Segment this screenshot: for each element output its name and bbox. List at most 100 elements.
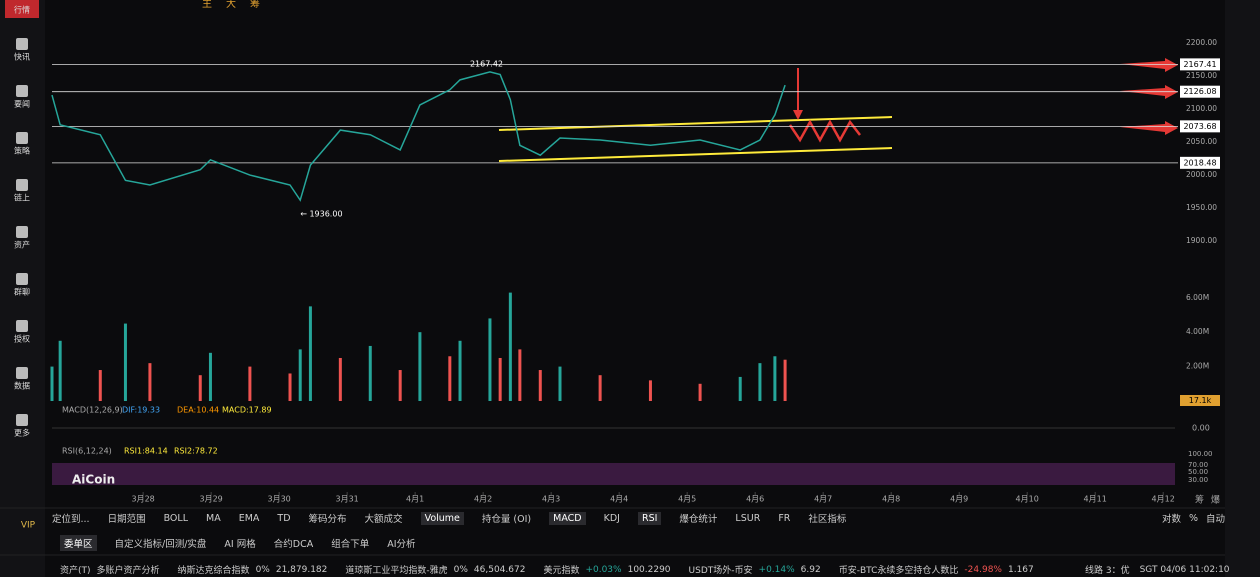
ticker-item[interactable]: 1.167 (1007, 564, 1034, 575)
ticker-item[interactable]: 资产(T) (60, 566, 91, 576)
tab[interactable]: Volume (420, 511, 464, 525)
volume-bar (148, 363, 152, 401)
x-tick-label: 4月2 (474, 495, 492, 504)
panel-tab[interactable]: 组合下单 (331, 539, 370, 550)
current-label: 17.1k (1189, 396, 1212, 405)
tab[interactable]: LSUR (735, 512, 761, 524)
y-tick-label: 2000.00 (1186, 170, 1217, 179)
panel-tab[interactable]: 合约DCA (273, 539, 314, 550)
tab[interactable]: 定位到... (52, 514, 90, 525)
tab[interactable]: MA (206, 512, 221, 524)
scale-tab[interactable]: % (1189, 512, 1199, 524)
y-tick-label: 1900.00 (1186, 236, 1217, 245)
volume-bar (288, 373, 292, 401)
ticker-item[interactable]: 0% (453, 564, 468, 575)
panel-tab[interactable]: 委单区 (60, 535, 97, 551)
tab[interactable]: MACD (549, 511, 586, 525)
y-tick-label: 6.00M (1186, 293, 1209, 302)
tab[interactable]: TD (277, 512, 291, 524)
tab[interactable]: KDJ (603, 512, 620, 524)
volume-bar (648, 380, 652, 401)
panel-tab[interactable]: 自定义指标/回测/实盘 (114, 539, 207, 550)
ticker-item[interactable]: +0.14% (758, 564, 795, 575)
tab[interactable]: 大额成交 (364, 514, 403, 525)
macd-tick: 0.00 (1192, 424, 1210, 433)
x-tick-label: 3月29 (199, 495, 222, 504)
y-tick-label: 2150.00 (1186, 71, 1217, 80)
y-tick-label: 2100.00 (1186, 104, 1217, 113)
volume-bar (198, 375, 202, 401)
ticker-item[interactable]: 美元指数 (543, 566, 580, 576)
sidebar-icon (16, 85, 28, 97)
status: 线路 3：优 SGT 04/06 11:02:10 (1085, 563, 1240, 577)
volume-bar (50, 366, 54, 401)
tab[interactable]: RSI (637, 511, 662, 525)
panel-tab[interactable]: AI分析 (387, 539, 416, 550)
ticker-item[interactable]: 0% (255, 564, 270, 575)
tab[interactable]: 筹码分布 (308, 514, 347, 525)
volume-bar (558, 366, 562, 401)
level-label: 2018.48 (1183, 158, 1216, 167)
tab[interactable]: BOLL (163, 512, 188, 524)
rsi-tick: 70.00 (1188, 461, 1208, 469)
tab[interactable]: EMA (238, 512, 260, 524)
ticker-item[interactable]: 币安-BTC永续多空持仓人数比 (838, 566, 959, 576)
volume-bar (448, 356, 452, 401)
ticker-item[interactable]: USDT场外-币安 (688, 566, 753, 576)
x-tick-label: 4月6 (746, 495, 764, 504)
sidebar-label: 快讯 (14, 52, 30, 62)
ticker-item[interactable]: 46,504.672 (473, 564, 526, 575)
status-item[interactable]: SGT 04/06 11:02:10 (1139, 564, 1230, 575)
toolbar-item: 主 (202, 0, 212, 10)
scale-tab[interactable]: 自动 (1206, 514, 1226, 525)
ticker-item[interactable]: 21,879.182 (275, 564, 328, 575)
rsi-tick: 100.00 (1188, 450, 1213, 458)
y-tick-label: 2050.00 (1186, 137, 1217, 146)
panel-tab[interactable]: AI 网格 (224, 539, 256, 550)
channel-top (498, 116, 893, 131)
volume-bar (698, 383, 702, 401)
channel-bottom (498, 147, 893, 162)
x-tick-label: 3月31 (336, 495, 359, 504)
scale-tab[interactable]: 对数 (1162, 514, 1182, 525)
volume-bar (773, 356, 777, 401)
current-box (1180, 395, 1220, 406)
volume-bar (298, 349, 302, 401)
volume-bar (368, 345, 372, 401)
tab[interactable]: 爆仓统计 (679, 514, 718, 525)
volume-bar (458, 340, 462, 401)
macd-label: DEA:10.44 (177, 406, 219, 415)
axis-corner: 筹 (1195, 494, 1204, 506)
ticker-item[interactable]: 多账户资产分析 (96, 566, 160, 576)
volume-bar (98, 370, 102, 401)
volume-bar (398, 370, 402, 401)
ticker-item[interactable]: -24.98% (964, 564, 1002, 575)
zigzag (788, 119, 861, 143)
ticker-item[interactable]: +0.03% (585, 564, 622, 575)
volume-bar (598, 375, 602, 401)
status-item[interactable]: 线路 3：优 (1085, 566, 1130, 576)
tab[interactable]: 持仓量 (OI) (481, 514, 532, 525)
tab[interactable]: 日期范围 (107, 514, 146, 525)
volume-bar (738, 376, 742, 401)
volume-bar (488, 318, 492, 401)
x-tick-label: 4月11 (1084, 495, 1107, 504)
x-tick-label: 4月4 (610, 495, 628, 504)
tab[interactable]: FR (778, 512, 791, 524)
ticker-item[interactable]: 100.2290 (627, 564, 671, 575)
right-bar-bg (1225, 0, 1260, 577)
x-tick-label: 4月9 (950, 495, 968, 504)
sidebar-label: 更多 (14, 428, 30, 438)
sidebar-icon (16, 226, 28, 238)
sidebar-icon (16, 132, 28, 144)
ticker-item[interactable]: 6.92 (800, 564, 821, 575)
rsi-tick: 30.00 (1188, 476, 1208, 484)
indicator-tabs: 定位到... 日期范围 BOLL MA EMA TD 筹码分布 大额成交 Volume 持仓量 (… (52, 511, 864, 525)
level-label: 2167.41 (1183, 60, 1216, 69)
level-box (1180, 120, 1220, 133)
tab[interactable]: 社区指标 (808, 514, 847, 525)
ticker-item[interactable]: 道琼斯工业平均指数-雅虎 (345, 566, 448, 576)
rsi-label: RSI(6,12,24) (62, 447, 112, 456)
ticker-item[interactable]: 纳斯达克综合指数 (177, 566, 250, 576)
axis-corner: 爆 (1211, 494, 1220, 506)
